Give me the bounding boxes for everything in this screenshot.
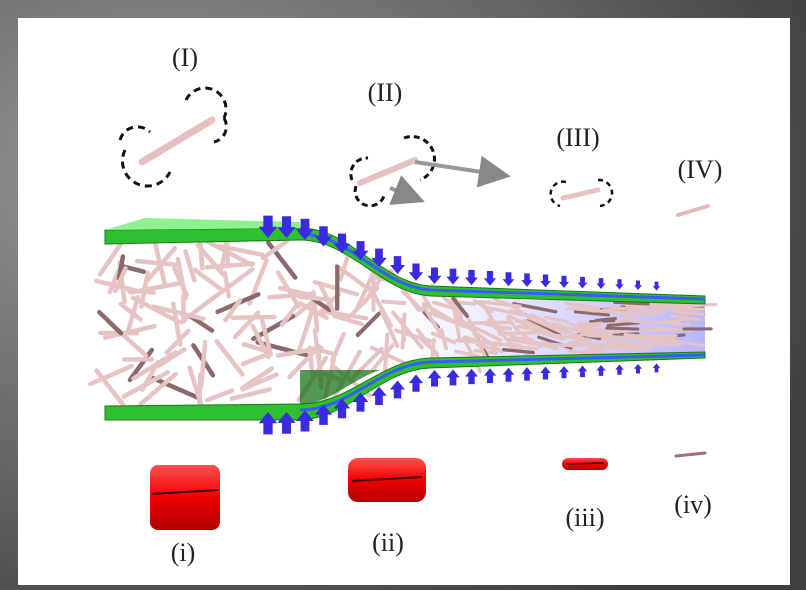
- section-label: (i): [171, 538, 196, 567]
- rod: [651, 336, 676, 337]
- rod: [300, 297, 332, 300]
- rod: [625, 334, 645, 336]
- rod: [513, 338, 533, 340]
- rod: [128, 290, 153, 292]
- rod: [402, 320, 404, 340]
- stage-label: (II): [368, 78, 403, 107]
- rod: [602, 309, 624, 310]
- page: (I) (II) (III) (IV) (i) (ii) (iii) (iv) …: [0, 0, 806, 590]
- rod: [510, 346, 537, 348]
- cross-section-1: [150, 465, 220, 530]
- rod: [608, 348, 638, 349]
- rod: [607, 328, 638, 329]
- rod: [596, 318, 615, 320]
- section-label: (ii): [372, 528, 404, 557]
- rod: [571, 340, 589, 342]
- rod: [571, 328, 591, 329]
- rod: [661, 338, 675, 339]
- rod: [580, 323, 595, 324]
- rod: [672, 309, 703, 310]
- section-label: (iii): [566, 503, 605, 532]
- rod: [588, 336, 625, 338]
- figure: (I) (II) (III) (IV) (i) (ii) (iii) (iv): [0, 0, 806, 590]
- section-label: (iv): [674, 490, 712, 519]
- stage-label: (IV): [678, 155, 723, 184]
- rod: [670, 324, 690, 325]
- cross-section-rod-3: [566, 463, 604, 464]
- rod: [200, 244, 202, 269]
- rod: [383, 302, 405, 304]
- rod: [649, 330, 678, 331]
- rod: [310, 348, 312, 374]
- stage-label: (I): [172, 43, 198, 72]
- stage-label: (III): [556, 123, 599, 152]
